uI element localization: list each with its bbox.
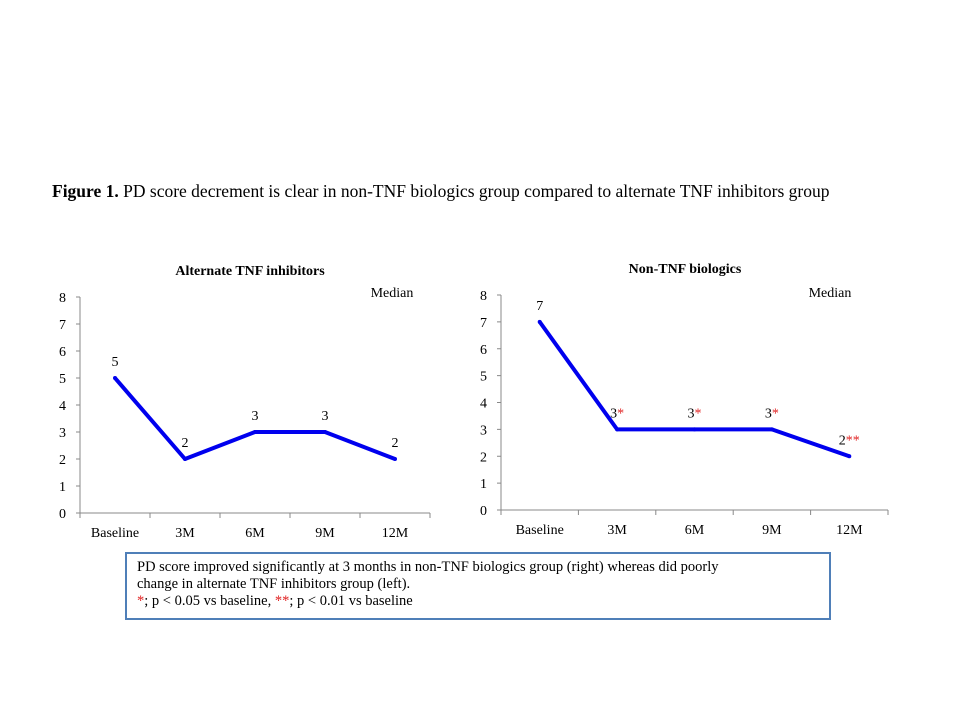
x-tick-label: Baseline [91,526,139,541]
median-series-line [538,320,850,459]
x-tick-label: 9M [762,523,782,538]
data-label: 3 [322,409,329,424]
note-text-2: ; p < 0.01 vs baseline [289,593,413,609]
data-point [113,376,117,380]
data-point [253,430,257,434]
data-point [692,427,697,432]
note-line-3: *; p < 0.05 vs baseline, **; p < 0.01 vs… [137,593,819,610]
chart-title: Non-TNF biologics [629,262,742,277]
significance-star: * [772,406,779,421]
y-tick-label: 8 [59,291,66,306]
note-line-2: change in alternate TNF inhibitors group… [137,576,411,592]
data-label-value: 3 [252,409,259,424]
y-tick-label: 0 [59,507,66,522]
significance-star: * [617,406,624,421]
x-tick-label: 3M [175,526,195,541]
data-label: 5 [112,355,119,370]
y-tick-label: 7 [480,316,487,331]
y-tick-label: 4 [480,397,487,412]
y-tick-label: 0 [480,504,487,519]
x-tick-label: 12M [836,523,863,538]
legend-median: Median [809,286,852,301]
figure-label: Figure 1. [52,181,119,201]
data-label: 2 [182,436,189,451]
data-label: 3* [610,406,624,421]
y-tick-label: 2 [59,453,66,468]
y-tick-label: 8 [480,289,487,304]
data-label: 3 [252,409,259,424]
chart-non-tnf: Non-TNF biologics Median 0 1 2 3 4 5 6 7 8 Baseline… [465,255,895,555]
data-point [847,454,852,459]
y-tick-label: 3 [59,426,66,441]
data-label-value: 3 [322,409,329,424]
significance-star: ** [846,433,860,448]
x-tick-label: 9M [315,526,335,541]
x-tick-label: 12M [382,526,409,541]
y-tick-label: 6 [480,343,487,358]
data-label-value: 3 [765,406,772,421]
y-tick-label: 4 [59,399,66,414]
note-line-1: PD score improved significantly at 3 mon… [137,559,719,575]
chart-right-svg: Non-TNF biologics Median 0 1 2 3 4 5 6 7 8 Baseline… [480,262,889,538]
data-label-value: 3 [688,406,695,421]
x-tick-label: 3M [607,523,627,538]
data-label-value: 2 [392,436,399,451]
data-label-value: 5 [112,355,119,370]
chart-alternate-tnf: Alternate TNF inhibitors Median 0 1 2 3 4 5 6 7 8 B… [40,255,450,555]
figure-caption: Figure 1. PD score decrement is clear in… [52,181,932,202]
y-tick-label: 5 [59,372,66,387]
note-star-single: * [137,593,145,609]
figure-caption-text: PD score decrement is clear in non-TNF b… [123,181,830,201]
chart-left-svg: Alternate TNF inhibitors Median 0 1 2 3 4 5 6 7 8 B… [59,264,431,541]
data-point [183,457,187,461]
y-tick-label: 3 [480,423,487,438]
data-label: 3* [688,406,702,421]
y-tick-label: 1 [59,480,66,495]
y-tick-label: 2 [480,450,487,465]
note-text-1: ; p < 0.05 vs baseline, [144,593,275,609]
data-point [323,430,327,434]
chart-title: Alternate TNF inhibitors [175,264,325,279]
legend-median: Median [371,286,414,301]
y-tick-label: 6 [59,345,66,360]
data-label: 7 [536,299,543,314]
data-label-value: 3 [610,406,617,421]
data-label: 3* [765,406,779,421]
data-label: 2** [839,433,860,448]
x-tick-label: 6M [685,523,705,538]
data-label: 2 [392,436,399,451]
x-tick-label: Baseline [516,523,564,538]
x-tick-label: 6M [245,526,265,541]
data-point [615,427,620,432]
y-tick-label: 1 [480,477,487,492]
data-point [393,457,397,461]
note-star-double: ** [274,593,290,609]
data-label-value: 2 [839,433,846,448]
y-tick-label: 5 [480,370,487,385]
significance-star: * [695,406,702,421]
data-label-value: 7 [536,299,543,314]
y-tick-label: 7 [59,318,66,333]
data-label-value: 2 [182,436,189,451]
data-point [537,319,542,324]
note-box: PD score improved significantly at 3 mon… [125,552,831,620]
data-point [769,427,774,432]
